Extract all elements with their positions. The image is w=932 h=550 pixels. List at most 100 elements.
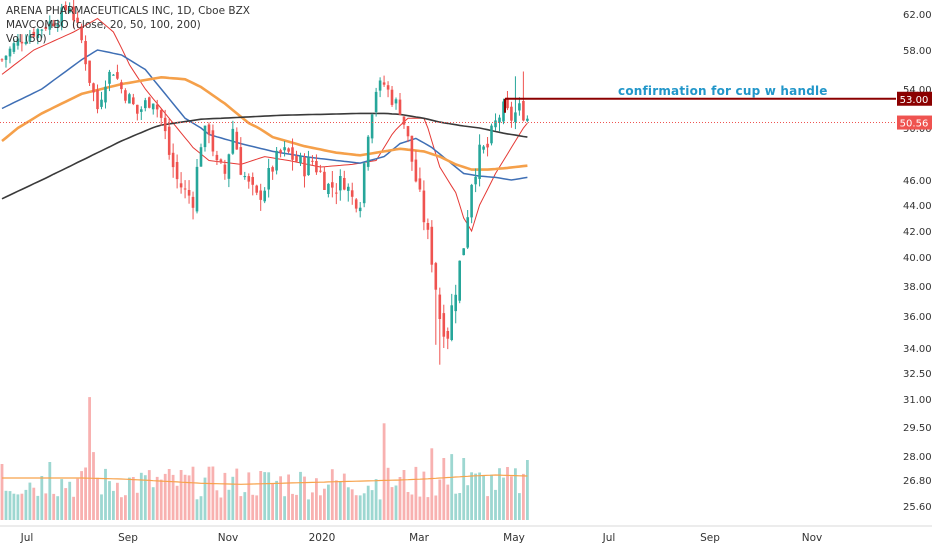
volume-bar <box>486 496 489 520</box>
volume-bar <box>438 479 442 520</box>
candle-body <box>56 25 59 27</box>
volume-bar <box>243 492 247 520</box>
volume-bar <box>235 468 239 520</box>
candle-body <box>526 118 529 121</box>
candle-body <box>8 48 12 57</box>
volume-bar <box>366 485 370 520</box>
candle-body <box>462 248 465 256</box>
volume-bar <box>0 464 4 520</box>
candle-body <box>239 147 243 175</box>
y-axis-tick-label: 31.00 <box>903 395 932 406</box>
volume-bar <box>283 496 286 520</box>
candle-body <box>72 6 75 21</box>
volume-bar <box>108 481 111 520</box>
x-axis-tick-label: Mar <box>409 532 429 544</box>
volume-bar <box>203 477 207 520</box>
volume-bar <box>171 474 175 520</box>
volume-bar <box>354 495 358 520</box>
candle-body <box>148 97 151 108</box>
candle-body <box>104 86 107 103</box>
volume-bar <box>68 481 72 520</box>
y-axis-tick-label: 26.80 <box>903 476 932 487</box>
candle-body <box>255 185 258 193</box>
resistance-price-label: 53.00 <box>900 95 929 106</box>
candle-body <box>514 112 517 123</box>
volume-bar <box>167 469 171 520</box>
volume-bar <box>191 466 195 520</box>
candle-body <box>36 29 40 38</box>
candle-body <box>331 182 334 188</box>
candle-body <box>350 190 354 197</box>
candle-body <box>271 167 274 172</box>
candle-body <box>140 109 143 112</box>
candle-body <box>295 156 298 162</box>
volume-bar <box>195 499 199 520</box>
volume-bar <box>4 490 8 520</box>
candle-body <box>522 101 525 121</box>
volume-bar <box>76 478 79 520</box>
volume-bar <box>187 475 191 520</box>
volume-bar <box>128 477 131 520</box>
volume-bar <box>382 423 386 520</box>
volume-bar <box>20 493 24 520</box>
candle-body <box>28 35 32 42</box>
volume-bar <box>370 490 374 520</box>
candle-body <box>478 144 481 179</box>
volume-bar <box>279 476 282 520</box>
volume-bar <box>135 492 139 520</box>
volume-bar <box>12 493 16 520</box>
y-axis-tick-label: 36.00 <box>903 312 932 323</box>
candle-body <box>76 17 79 23</box>
candle-body <box>414 159 418 182</box>
candle-body <box>366 136 370 167</box>
volume-bar <box>362 493 366 520</box>
candle-body <box>454 294 457 312</box>
volume-bar <box>88 397 91 520</box>
volume-bar <box>159 479 163 520</box>
candle-body <box>446 331 450 339</box>
volume-bar <box>131 477 135 520</box>
volume-bar <box>307 499 310 520</box>
volume-bar <box>350 489 354 520</box>
candle-body <box>96 89 99 110</box>
candle-body <box>203 125 207 148</box>
candle-body <box>60 7 63 27</box>
volume-bar <box>466 485 470 520</box>
candle-body <box>319 170 322 172</box>
candle-body <box>251 177 254 185</box>
candle-body <box>398 99 402 115</box>
candle-body <box>347 186 350 191</box>
candle-body <box>490 125 493 144</box>
volume-bar <box>327 484 330 520</box>
volume-bar <box>490 474 493 520</box>
volume-bar <box>299 471 302 520</box>
candle-body <box>426 223 430 230</box>
volume-bar <box>24 489 28 520</box>
candle-body <box>382 82 386 85</box>
volume-bar <box>422 471 426 520</box>
y-axis-tick-label: 32.50 <box>903 369 932 380</box>
candle-body <box>144 100 147 109</box>
candle-body <box>243 176 247 178</box>
candle-body <box>199 147 203 167</box>
volume-bar <box>64 488 68 520</box>
x-axis-tick-label: Jul <box>20 532 34 544</box>
candle-body <box>291 147 294 160</box>
candle-body <box>120 82 123 90</box>
candle-body <box>20 41 24 44</box>
candle-body <box>108 71 111 84</box>
candle-body <box>32 31 36 37</box>
candle-body <box>482 146 485 150</box>
y-axis-tick-label: 42.00 <box>903 227 932 238</box>
candle-body <box>343 178 346 190</box>
candle-body <box>211 130 215 152</box>
volume-bar <box>458 493 462 520</box>
candle-body <box>88 60 91 83</box>
candle-body <box>362 163 366 204</box>
candle-body <box>299 155 302 164</box>
candle-body <box>64 5 67 11</box>
volume-bar <box>255 495 259 520</box>
candle-body <box>486 143 489 148</box>
candle-body <box>84 41 87 65</box>
